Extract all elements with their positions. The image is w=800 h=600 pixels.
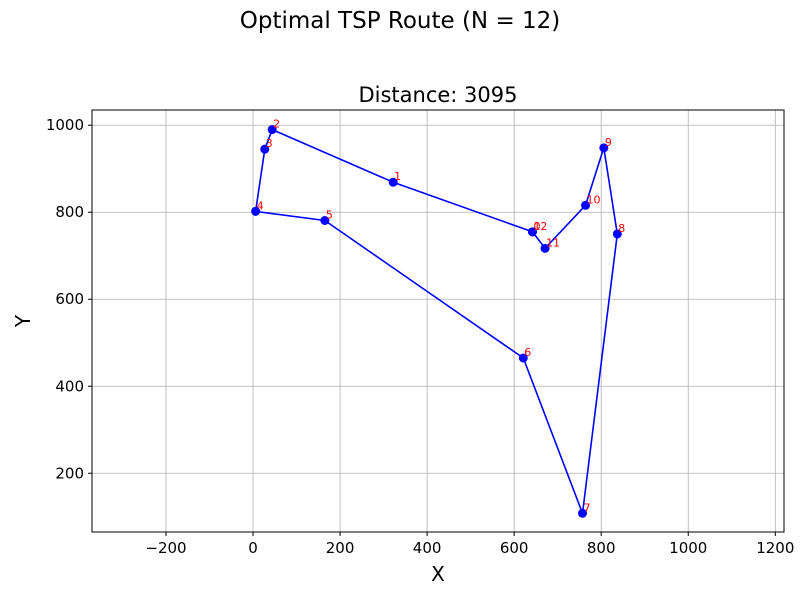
x-tick-label: 1200 (756, 539, 794, 557)
plot-frame (91, 109, 785, 533)
city-label: 6 (524, 346, 531, 359)
y-tick-label: 800 (55, 203, 84, 221)
chart-title: Distance: 3095 (358, 83, 517, 107)
city-marker (267, 125, 277, 135)
y-tick-label: 200 (55, 464, 84, 482)
route-path (254, 128, 619, 514)
city-marker (581, 200, 591, 210)
city-marker (612, 229, 622, 239)
city-label: 12 (533, 220, 547, 233)
city-marker (251, 206, 261, 216)
city-marker (260, 144, 270, 154)
city-label: 10 (587, 193, 601, 206)
x-axis-label: X (431, 562, 445, 586)
x-tick-label: 800 (587, 539, 616, 557)
city-marker (388, 177, 398, 187)
city-label: 4 (257, 199, 264, 212)
city-label: 3 (266, 137, 273, 150)
route-line-group (254, 128, 619, 514)
x-tick-label: 600 (500, 539, 529, 557)
x-axis-ticks: −200 0 200 400 600 800 1000 1200 (145, 532, 794, 557)
y-axis-ticks: 200 400 600 800 1000 (46, 116, 92, 482)
y-tick-label: 400 (55, 377, 84, 395)
x-tick-label: 0 (248, 539, 258, 557)
figure-suptitle: Optimal TSP Route (N = 12) (239, 8, 561, 34)
city-label: 11 (546, 236, 560, 249)
city-marker (540, 243, 550, 253)
y-tick-label: 600 (55, 290, 84, 308)
city-marker (320, 216, 330, 226)
city-marker (599, 143, 609, 153)
city-label: 9 (605, 136, 612, 149)
city-marker (577, 508, 587, 518)
city-label: 1 (394, 170, 401, 183)
grid-lines (92, 110, 784, 532)
city-marker (518, 353, 528, 363)
city-label: 5 (326, 209, 333, 222)
city-label: 0 (533, 220, 540, 233)
city-label: 7 (583, 501, 590, 514)
x-tick-label: 200 (326, 539, 355, 557)
x-tick-label: 1000 (669, 539, 707, 557)
city-marker (527, 227, 537, 237)
city-label: 2 (273, 118, 280, 131)
y-axis-label: Y (11, 314, 35, 328)
x-tick-label: 400 (413, 539, 442, 557)
x-tick-label: −200 (145, 539, 186, 557)
city-label: 8 (618, 222, 625, 235)
y-tick-label: 1000 (46, 116, 84, 134)
point-markers (251, 125, 622, 518)
